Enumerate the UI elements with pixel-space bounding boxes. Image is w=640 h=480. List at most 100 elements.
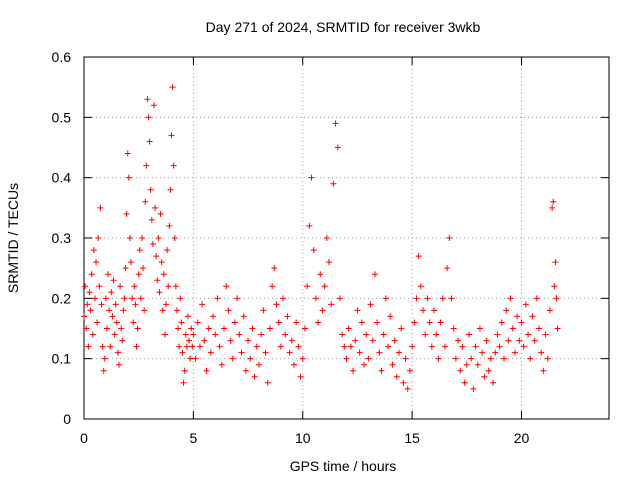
x-tick-label: 20 [514, 430, 530, 446]
data-point [533, 295, 540, 302]
data-point [145, 114, 152, 121]
data-point [160, 271, 167, 278]
data-point [444, 265, 451, 272]
x-tick-label: 5 [189, 430, 197, 446]
data-point [165, 283, 172, 290]
data-point [147, 186, 154, 193]
data-point [112, 301, 119, 308]
data-point [411, 319, 418, 326]
data-point [472, 343, 479, 350]
data-point [494, 331, 501, 338]
y-tick-label: 0.4 [52, 170, 72, 186]
data-point [358, 319, 365, 326]
data-point [238, 349, 245, 356]
data-point [452, 355, 459, 362]
data-point [164, 247, 171, 254]
data-point [538, 349, 545, 356]
data-point [120, 307, 127, 314]
data-point [183, 343, 190, 350]
data-point [441, 343, 448, 350]
data-point [448, 295, 455, 302]
data-point [406, 367, 413, 374]
data-point [382, 295, 389, 302]
data-point [422, 331, 429, 338]
data-point [282, 331, 289, 338]
data-point [485, 367, 492, 374]
data-point [496, 343, 503, 350]
data-point [371, 271, 378, 278]
data-point [527, 355, 534, 362]
data-point [435, 355, 442, 362]
data-point [142, 198, 149, 205]
data-point [277, 343, 284, 350]
data-point [140, 265, 147, 272]
data-point [249, 325, 256, 332]
data-point [132, 301, 139, 308]
data-point [131, 283, 138, 290]
data-point [194, 319, 201, 326]
data-point [170, 162, 177, 169]
data-point [404, 385, 411, 392]
data-point [424, 295, 431, 302]
data-point [343, 355, 350, 362]
y-tick-label: 0.3 [52, 230, 72, 246]
data-point [135, 271, 142, 278]
data-point [98, 301, 105, 308]
data-point [280, 295, 287, 302]
data-point [100, 367, 107, 374]
data-point [245, 337, 252, 344]
data-point [426, 319, 433, 326]
data-point [369, 337, 376, 344]
data-point [167, 186, 174, 193]
chart-title: Day 271 of 2024, SRMTID for receiver 3wk… [206, 19, 481, 35]
data-point [470, 385, 477, 392]
data-point [184, 313, 191, 320]
y-tick-label: 0 [63, 411, 71, 427]
data-point [328, 301, 335, 308]
data-point [319, 307, 326, 314]
data-point [182, 331, 189, 338]
data-point [291, 361, 297, 368]
data-point [347, 343, 354, 350]
data-point [459, 343, 466, 350]
data-point [153, 253, 160, 260]
data-point [124, 150, 131, 157]
data-point [365, 355, 372, 362]
data-point [433, 331, 440, 338]
data-point [507, 295, 514, 302]
data-point [114, 349, 121, 356]
data-point [387, 313, 394, 320]
data-point [374, 319, 381, 326]
data-point [431, 307, 437, 314]
data-point [89, 331, 96, 338]
x-tick-label: 15 [404, 430, 420, 446]
data-point [315, 319, 322, 326]
data-point [221, 325, 227, 332]
data-point [234, 295, 241, 302]
data-point [231, 319, 238, 326]
data-point [389, 361, 396, 368]
data-point [334, 144, 341, 151]
data-point [116, 361, 122, 368]
data-point [492, 349, 499, 356]
data-point [417, 283, 424, 290]
data-point [128, 259, 135, 266]
data-point [330, 180, 337, 187]
data-point [144, 96, 151, 103]
data-point [317, 271, 324, 278]
data-point [352, 337, 359, 344]
data-point [413, 295, 420, 302]
data-point [501, 355, 507, 362]
data-point [129, 295, 136, 302]
data-point [161, 331, 168, 338]
data-point [525, 331, 532, 338]
data-point [240, 313, 247, 320]
data-point [378, 367, 385, 374]
data-point [122, 265, 129, 272]
data-point [201, 337, 208, 344]
data-point [552, 259, 559, 266]
data-point [171, 235, 178, 241]
data-point [229, 355, 236, 362]
data-point [83, 325, 90, 332]
data-point [196, 343, 203, 350]
